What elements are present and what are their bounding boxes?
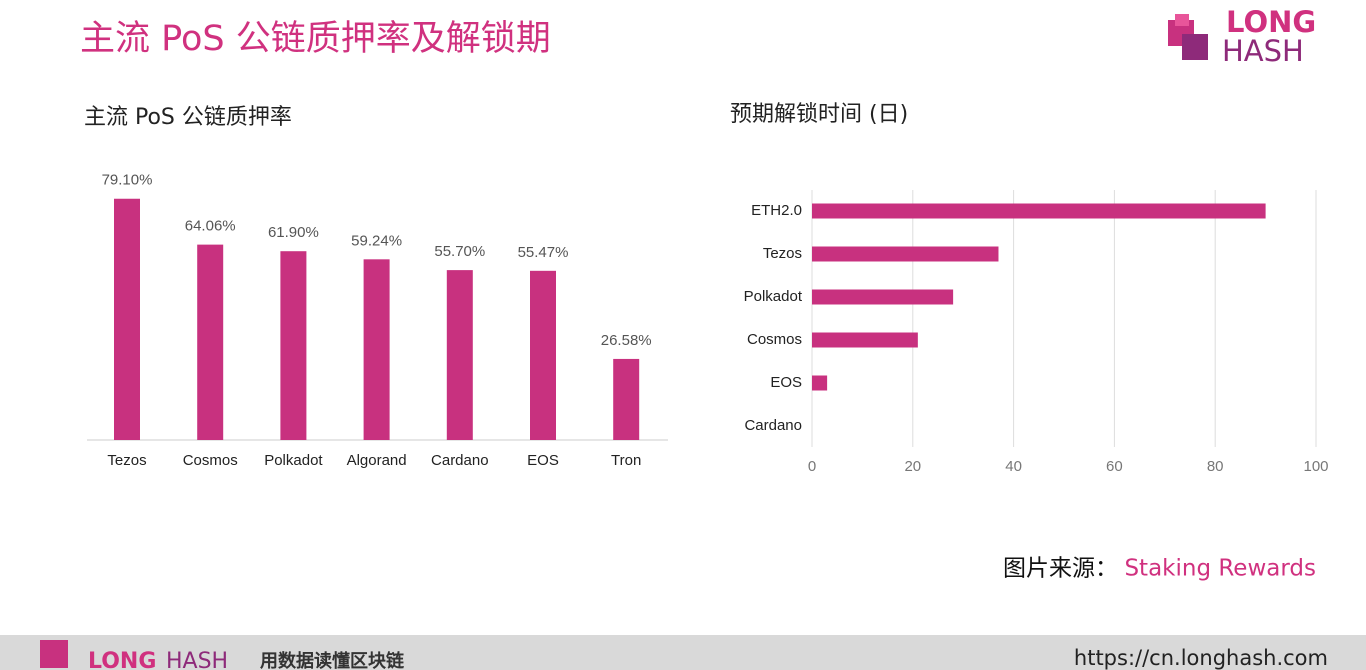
x-tick-label: Cosmos: [183, 452, 238, 469]
logo-cube: [1175, 14, 1189, 26]
bar: [613, 358, 640, 440]
y-tick-label: EOS: [770, 374, 802, 391]
source-label: 图片来源：: [1003, 556, 1118, 582]
bar: [446, 270, 473, 440]
chart-title: 主流 PoS 公链质押率: [84, 105, 292, 130]
x-tick-label: Cardano: [431, 452, 489, 469]
logo-text: HASH: [1222, 34, 1304, 68]
x-tick-label: 100: [1303, 458, 1328, 475]
bar: [812, 289, 954, 305]
x-tick-label: Tron: [611, 452, 641, 469]
value-label: 55.47%: [518, 244, 569, 261]
logo: [1168, 14, 1208, 60]
bar: [812, 246, 999, 262]
source-name: Staking Rewards: [1124, 556, 1316, 582]
x-tick-label: 80: [1207, 458, 1224, 475]
x-tick-label: Tezos: [107, 452, 146, 469]
logo-text: LONG: [1226, 5, 1316, 39]
x-tick-label: 40: [1005, 458, 1022, 475]
x-tick-label: Polkadot: [264, 452, 323, 469]
bar: [280, 251, 307, 440]
y-tick-label: Polkadot: [744, 288, 803, 305]
bar: [812, 332, 918, 348]
footer-bar: [0, 635, 1366, 670]
value-label: 55.70%: [434, 243, 485, 260]
footer-logo: [40, 640, 68, 668]
footer-logo-text: LONG: [88, 649, 156, 670]
y-tick-label: Tezos: [763, 245, 802, 262]
y-tick-label: ETH2.0: [751, 202, 802, 219]
logo-cube: [1182, 34, 1208, 60]
y-tick-label: Cosmos: [747, 331, 802, 348]
footer-slogan: 用数据读懂区块链: [260, 650, 405, 670]
x-tick-label: EOS: [527, 452, 559, 469]
value-label: 64.06%: [185, 218, 236, 235]
bar: [812, 375, 828, 391]
footer-logo-text: HASH: [166, 649, 228, 670]
value-label: 79.10%: [102, 172, 153, 189]
value-label: 26.58%: [601, 332, 652, 349]
x-tick-label: Algorand: [347, 452, 407, 469]
footer-url[interactable]: https://cn.longhash.com: [1074, 646, 1328, 670]
x-tick-label: 60: [1106, 458, 1123, 475]
bar: [114, 198, 140, 440]
x-tick-label: 20: [904, 458, 921, 475]
chart-title: 预期解锁时间 (日): [730, 102, 908, 127]
y-tick-label: Cardano: [744, 417, 802, 434]
bar: [530, 270, 556, 440]
x-tick-label: 0: [808, 458, 816, 475]
value-label: 59.24%: [351, 232, 402, 249]
bar: [197, 244, 224, 440]
value-label: 61.90%: [268, 224, 319, 241]
bar: [363, 259, 390, 440]
slide-title: 主流 PoS 公链质押率及解锁期: [80, 19, 551, 59]
bar: [812, 203, 1266, 219]
